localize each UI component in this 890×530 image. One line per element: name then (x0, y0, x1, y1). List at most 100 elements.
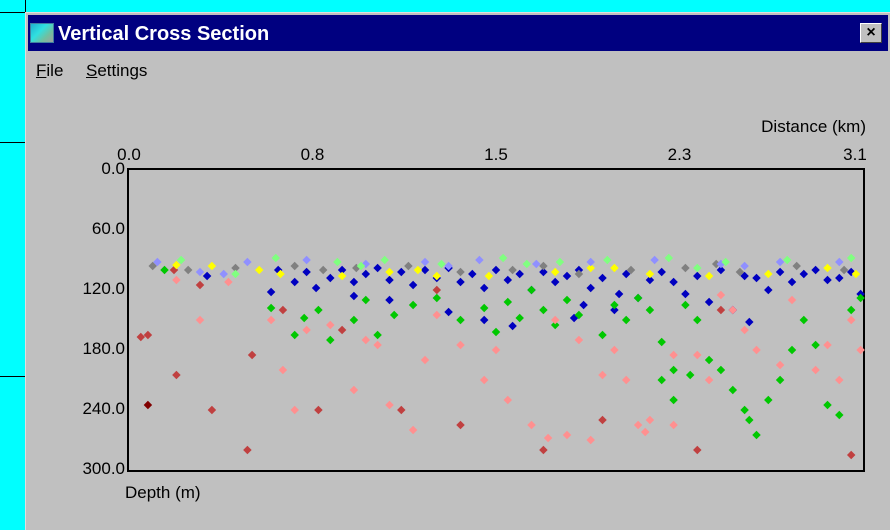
data-point (456, 277, 465, 287)
data-point (176, 255, 186, 265)
data-point (302, 255, 311, 265)
y-tick-label: 180.0 (82, 339, 125, 358)
data-point (539, 261, 548, 271)
data-point (231, 269, 240, 279)
data-point (380, 255, 389, 265)
close-button[interactable]: × (860, 23, 882, 43)
menu-file[interactable]: File (36, 61, 63, 81)
data-point (432, 285, 442, 295)
menu-settings-mnemonic: S (86, 61, 98, 80)
data-point (349, 385, 359, 395)
x-tick-label: 3.1 (843, 145, 867, 164)
data-point (349, 291, 359, 301)
data-point (337, 325, 347, 335)
data-point (811, 340, 820, 350)
data-point (716, 305, 726, 315)
menu-settings-label: ettings (97, 61, 148, 80)
data-point (704, 297, 714, 307)
data-point (610, 345, 619, 355)
data-point (835, 257, 844, 267)
data-point (503, 275, 513, 285)
data-point (856, 293, 865, 303)
data-point (681, 289, 690, 299)
data-point (704, 271, 714, 281)
data-point (484, 271, 494, 281)
x-tick-label: 1.5 (484, 145, 508, 164)
data-point (598, 330, 607, 340)
data-point (479, 283, 489, 293)
data-point (385, 267, 394, 277)
data-point (432, 310, 442, 320)
data-point (314, 305, 323, 315)
data-point (385, 275, 394, 285)
data-point (202, 271, 212, 281)
data-point (326, 273, 335, 283)
data-point (811, 265, 820, 275)
data-point (787, 345, 797, 355)
data-point (846, 450, 856, 460)
data-point (740, 405, 749, 415)
data-point (811, 365, 820, 375)
data-point (645, 275, 655, 285)
data-point (574, 335, 584, 345)
data-point (148, 261, 157, 271)
data-point (420, 265, 430, 275)
data-point (839, 265, 849, 275)
data-point (361, 269, 371, 279)
data-point (314, 405, 323, 415)
data-point (266, 303, 276, 313)
data-point (508, 265, 517, 275)
data-point (479, 303, 489, 313)
data-point (468, 269, 477, 279)
data-point (503, 395, 513, 405)
data-point (586, 263, 595, 273)
data-point (183, 265, 193, 275)
data-point (610, 300, 619, 310)
data-point (745, 317, 754, 327)
data-point (550, 277, 560, 287)
data-point (669, 420, 678, 430)
data-point (247, 350, 257, 360)
menu-settings[interactable]: Settings (86, 61, 147, 81)
data-point (792, 261, 801, 271)
scatter-plot[interactable] (127, 168, 865, 472)
data-point (603, 255, 612, 265)
data-point (610, 305, 619, 315)
data-point (657, 267, 666, 277)
data-point (444, 261, 453, 271)
data-point (787, 277, 797, 287)
data-point (586, 435, 595, 445)
desktop-line (0, 12, 25, 13)
data-point (657, 337, 666, 347)
data-point (397, 267, 406, 277)
data-point (337, 271, 347, 281)
data-point (823, 400, 832, 410)
data-point (527, 285, 536, 295)
data-point (664, 253, 674, 263)
title-bar[interactable]: Vertical Cross Section × (28, 15, 888, 51)
data-point (693, 271, 702, 281)
data-point (302, 267, 311, 277)
data-point (835, 375, 844, 385)
data-point (475, 255, 484, 265)
data-point (231, 263, 240, 273)
data-point (550, 267, 560, 277)
data-point (420, 257, 430, 267)
app-icon[interactable] (30, 23, 54, 43)
data-point (775, 360, 785, 370)
data-point (337, 265, 347, 275)
data-point (195, 267, 205, 277)
data-point (645, 269, 655, 279)
data-point (543, 433, 553, 443)
data-point (278, 305, 288, 315)
data-point (160, 265, 169, 275)
data-point (775, 257, 785, 267)
data-point (752, 345, 761, 355)
data-point (498, 253, 508, 263)
data-point (598, 370, 607, 380)
data-point (740, 271, 749, 281)
data-point (764, 395, 773, 405)
data-point (385, 400, 394, 410)
data-point (491, 345, 501, 355)
x-axis-label: Distance (km) (761, 117, 866, 136)
